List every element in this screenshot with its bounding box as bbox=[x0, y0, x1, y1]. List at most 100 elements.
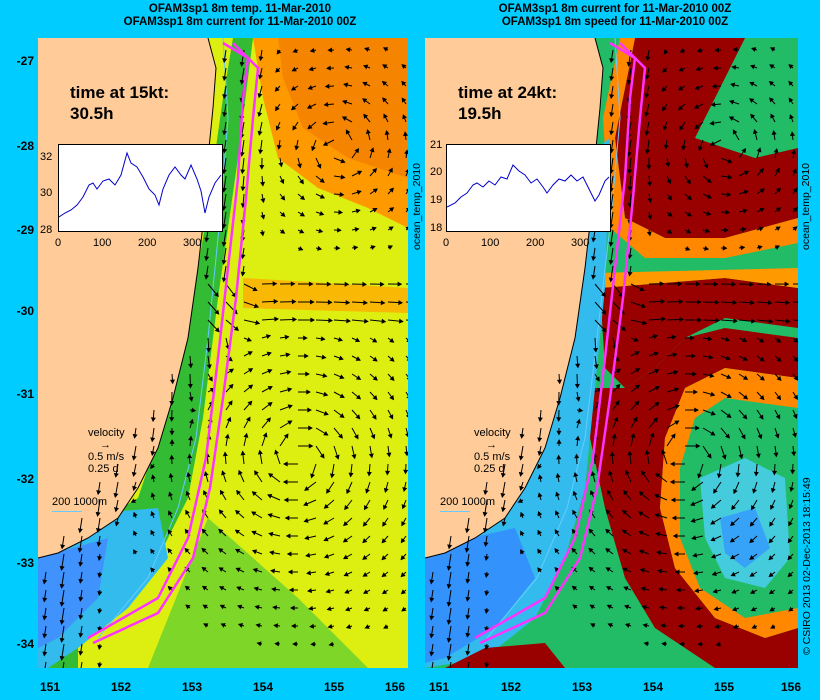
current-vector-head bbox=[677, 85, 684, 91]
current-vector-head bbox=[282, 479, 288, 485]
current-vector-head bbox=[686, 211, 693, 217]
current-vector-head bbox=[204, 237, 210, 243]
right-time-readout: time at 24kt: 19.5h bbox=[458, 82, 557, 124]
current-vector-head bbox=[752, 488, 757, 494]
current-vector-head bbox=[167, 529, 173, 535]
left-inset-xtick: 0 bbox=[55, 237, 62, 249]
right-title: OFAM3sp1 8m current for 11-Mar-2010 00Z … bbox=[430, 3, 800, 29]
current-vector-head bbox=[59, 583, 65, 589]
current-vector-head bbox=[710, 519, 716, 525]
current-vector-head bbox=[724, 227, 729, 233]
current-vector-head bbox=[245, 416, 251, 422]
right-map-svg bbox=[425, 38, 798, 668]
current-vector-head bbox=[325, 588, 331, 594]
current-vector-head bbox=[665, 162, 671, 168]
current-vector-head bbox=[606, 604, 612, 610]
current-vector-head bbox=[201, 585, 208, 591]
current-vector-head bbox=[381, 589, 388, 595]
current-vector-head bbox=[638, 549, 645, 555]
current-vector-head bbox=[280, 212, 286, 218]
current-vector-head bbox=[750, 589, 756, 594]
current-vector-head bbox=[614, 356, 620, 362]
current-vector-head bbox=[42, 651, 48, 657]
current-vector-head bbox=[369, 147, 375, 153]
current-vector-head bbox=[356, 170, 363, 176]
current-vector-head bbox=[792, 432, 797, 438]
current-vector-head bbox=[590, 490, 595, 496]
current-vector-head bbox=[679, 641, 684, 647]
left-ship-route-2 bbox=[92, 42, 260, 645]
left-time-label: time at 15kt: bbox=[70, 83, 170, 102]
current-vector-head bbox=[705, 228, 711, 234]
current-vector-head bbox=[328, 641, 334, 647]
lon-tick: 154 bbox=[252, 680, 274, 694]
current-vector-head bbox=[334, 454, 340, 460]
current-vector-head bbox=[339, 413, 345, 418]
current-vector-head bbox=[482, 527, 488, 533]
current-vector-head bbox=[611, 433, 617, 439]
current-vector-head bbox=[670, 461, 675, 467]
current-vector-head bbox=[757, 434, 763, 440]
current-vector-head bbox=[751, 624, 757, 629]
current-vector-head bbox=[556, 439, 562, 444]
current-vector-head bbox=[446, 637, 452, 643]
current-vector-head bbox=[308, 443, 314, 449]
current-vector-head bbox=[309, 299, 315, 305]
current-vector-head bbox=[346, 318, 352, 324]
current-vector-head bbox=[695, 443, 701, 449]
current-vector-head bbox=[601, 291, 606, 298]
current-vector-head bbox=[187, 383, 193, 389]
current-vector-head bbox=[697, 641, 703, 647]
current-vector-head bbox=[185, 604, 191, 610]
current-vector-head bbox=[221, 169, 227, 175]
current-vector-head bbox=[365, 488, 370, 494]
current-vector-head bbox=[725, 433, 730, 439]
current-vector-head bbox=[465, 561, 471, 567]
current-vector-head bbox=[710, 391, 716, 397]
right-map-panel bbox=[425, 38, 798, 668]
current-vector-head bbox=[401, 504, 407, 510]
current-vector-head bbox=[769, 64, 775, 69]
current-vector-head bbox=[292, 317, 298, 323]
current-vector-head bbox=[759, 207, 765, 213]
current-vector-head bbox=[784, 281, 790, 287]
current-vector-head bbox=[591, 256, 597, 262]
current-vector-head bbox=[661, 641, 667, 647]
current-vector-head bbox=[287, 420, 293, 426]
current-vector-head bbox=[788, 521, 793, 527]
right-time-label: time at 24kt: bbox=[458, 83, 558, 102]
current-vector-head bbox=[59, 637, 65, 643]
left-velocity-time: 0.25 d bbox=[88, 463, 119, 475]
current-vector-head bbox=[214, 291, 219, 298]
current-vector-head bbox=[697, 473, 703, 479]
left-coastline bbox=[38, 38, 217, 559]
current-vector-head bbox=[609, 94, 615, 100]
current-vector-head bbox=[654, 493, 660, 499]
current-vector-head bbox=[465, 632, 471, 638]
current-vector-head bbox=[286, 370, 292, 375]
current-vector-head bbox=[672, 352, 678, 358]
current-vector-head bbox=[235, 509, 241, 515]
current-vector-head bbox=[344, 281, 350, 287]
current-vector-head bbox=[372, 375, 378, 381]
current-vector-head bbox=[78, 614, 84, 620]
current-vector-head bbox=[371, 226, 377, 232]
left-inset-ytick: 28 bbox=[40, 224, 53, 236]
current-vector-head bbox=[769, 97, 775, 103]
current-vector-head bbox=[601, 327, 607, 333]
current-vector-head bbox=[620, 326, 627, 331]
current-vector-head bbox=[254, 604, 260, 610]
current-vector-head bbox=[681, 145, 687, 151]
current-vector-head bbox=[381, 318, 387, 324]
current-vector-head bbox=[750, 113, 756, 119]
current-vector-head bbox=[632, 416, 638, 422]
current-vector-head bbox=[246, 337, 252, 342]
current-vector-head bbox=[556, 430, 562, 436]
current-vector-head bbox=[218, 567, 224, 572]
current-vector-head bbox=[656, 550, 662, 556]
current-vector-head bbox=[168, 472, 174, 478]
current-vector-head bbox=[203, 623, 209, 628]
current-vector-head bbox=[749, 98, 755, 103]
left-velocity-label: velocity bbox=[88, 427, 125, 439]
current-vector bbox=[467, 661, 470, 668]
